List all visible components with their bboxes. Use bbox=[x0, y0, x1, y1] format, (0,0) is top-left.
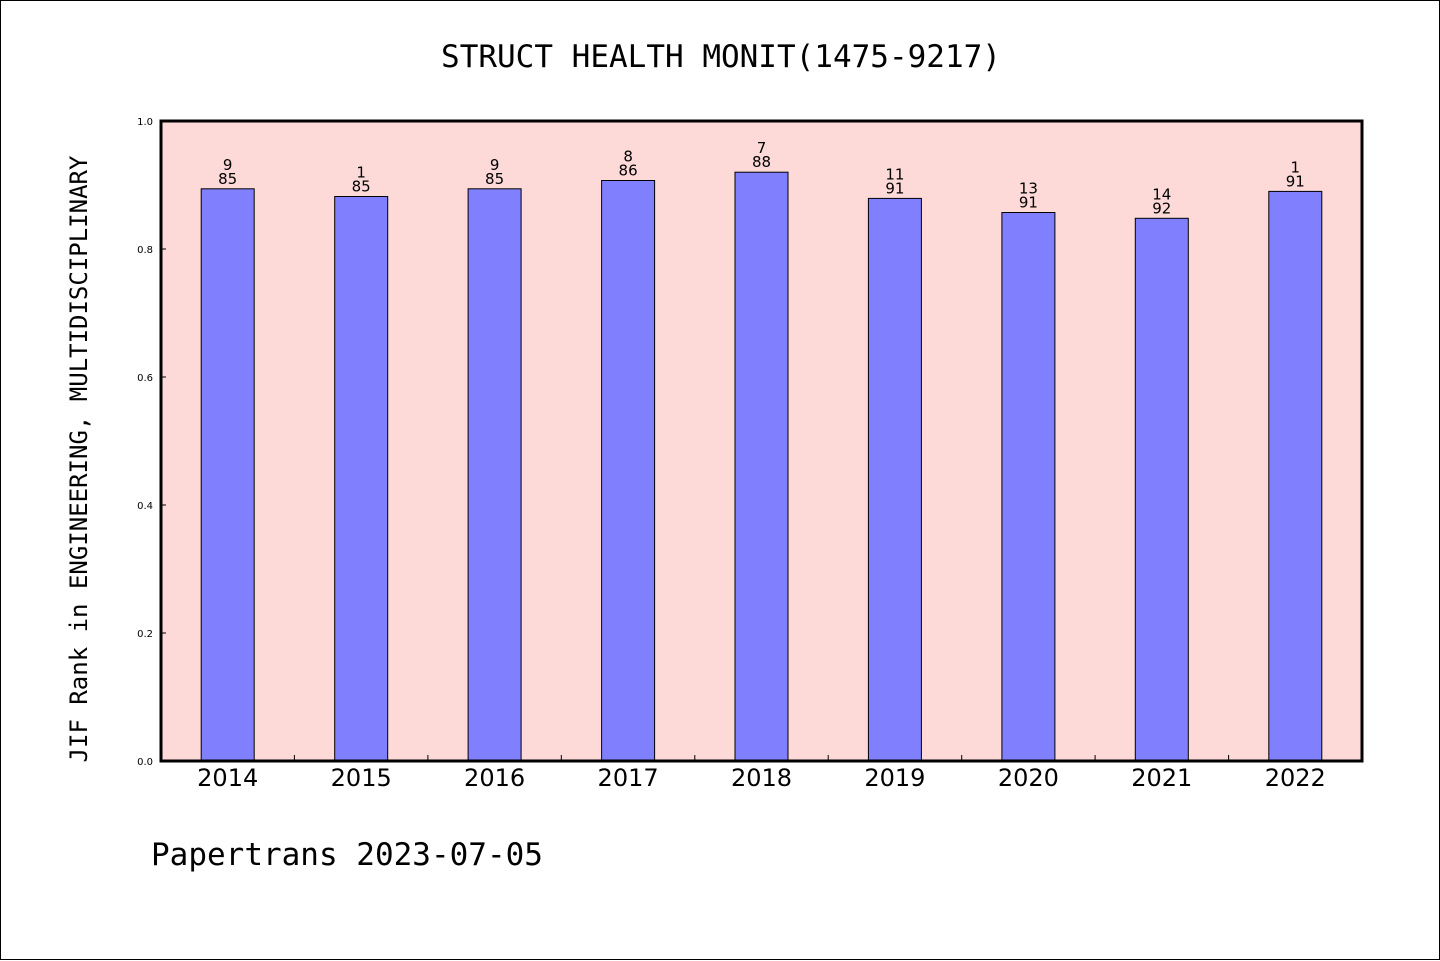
y-tick-label: 1.0 bbox=[137, 117, 153, 128]
x-tick-label-2016: 2016 bbox=[464, 764, 525, 792]
bar-rank-label-2022: 1 bbox=[1291, 158, 1301, 176]
bar-total-label-2016: 85 bbox=[485, 170, 504, 188]
x-axis: 2014 2015 2016 2017 2018 2019 2020 2021 2022 bbox=[197, 755, 1326, 792]
bar-total-label-2019: 91 bbox=[885, 179, 904, 197]
x-tick-label-2021: 2021 bbox=[1131, 764, 1192, 792]
bar-total-label-2015: 85 bbox=[352, 178, 371, 196]
y-tick-label: 0.8 bbox=[137, 245, 153, 256]
bar-2016 bbox=[467, 188, 522, 762]
bar-rank-label-2018: 7 bbox=[757, 139, 767, 157]
x-tick-label-2018: 2018 bbox=[731, 764, 792, 792]
x-tick-label-2019: 2019 bbox=[864, 764, 925, 792]
bar-rank-label-2014: 9 bbox=[223, 156, 233, 174]
bar-rank-label-2017: 8 bbox=[623, 148, 633, 166]
x-tick-label-2015: 2015 bbox=[331, 764, 392, 792]
bars-group bbox=[200, 171, 1323, 762]
bar-rank-label-2020: 13 bbox=[1019, 180, 1038, 198]
bar-rank-label-2015: 1 bbox=[356, 164, 366, 182]
x-tick-label-2014: 2014 bbox=[197, 764, 258, 792]
footer-text: Papertrans 2023-07-05 bbox=[151, 837, 543, 873]
bar-2015 bbox=[334, 196, 389, 762]
bar-total-label-2021: 92 bbox=[1152, 199, 1171, 217]
bar-total-label-2014: 85 bbox=[218, 170, 237, 188]
x-tick-label-2022: 2022 bbox=[1265, 764, 1326, 792]
y-tick-label: 0.4 bbox=[137, 501, 153, 512]
chart-title: STRUCT HEALTH MONIT(1475-9217) bbox=[441, 39, 1001, 75]
x-tick-label-2020: 2020 bbox=[998, 764, 1059, 792]
bar-2021 bbox=[1134, 217, 1189, 762]
bar-2019 bbox=[867, 197, 922, 762]
bar-rank-label-2021: 14 bbox=[1152, 185, 1171, 203]
y-tick-label: 0.0 bbox=[137, 757, 153, 768]
plot-border bbox=[159, 119, 1364, 763]
x-tick-label-2017: 2017 bbox=[598, 764, 659, 792]
bar-2017 bbox=[601, 180, 656, 762]
y-axis-label: JIF Rank in ENGINEERING, MULTIDISCIPLINA… bbox=[65, 155, 93, 762]
bar-total-label-2018: 88 bbox=[752, 153, 771, 171]
bar-2014 bbox=[200, 188, 255, 762]
bar-total-label-2017: 86 bbox=[619, 162, 638, 180]
bar-total-label-2022: 91 bbox=[1286, 172, 1305, 190]
bar-2020 bbox=[1001, 212, 1056, 762]
y-tick-label: 0.2 bbox=[137, 629, 153, 640]
bar-rank-label-2016: 9 bbox=[490, 156, 500, 174]
bar-2018 bbox=[734, 171, 789, 762]
y-tick-label: 0.6 bbox=[137, 373, 153, 384]
bar-2022 bbox=[1268, 190, 1323, 762]
bar-rank-label-2019: 11 bbox=[885, 165, 904, 183]
bar-total-label-2020: 91 bbox=[1019, 194, 1038, 212]
